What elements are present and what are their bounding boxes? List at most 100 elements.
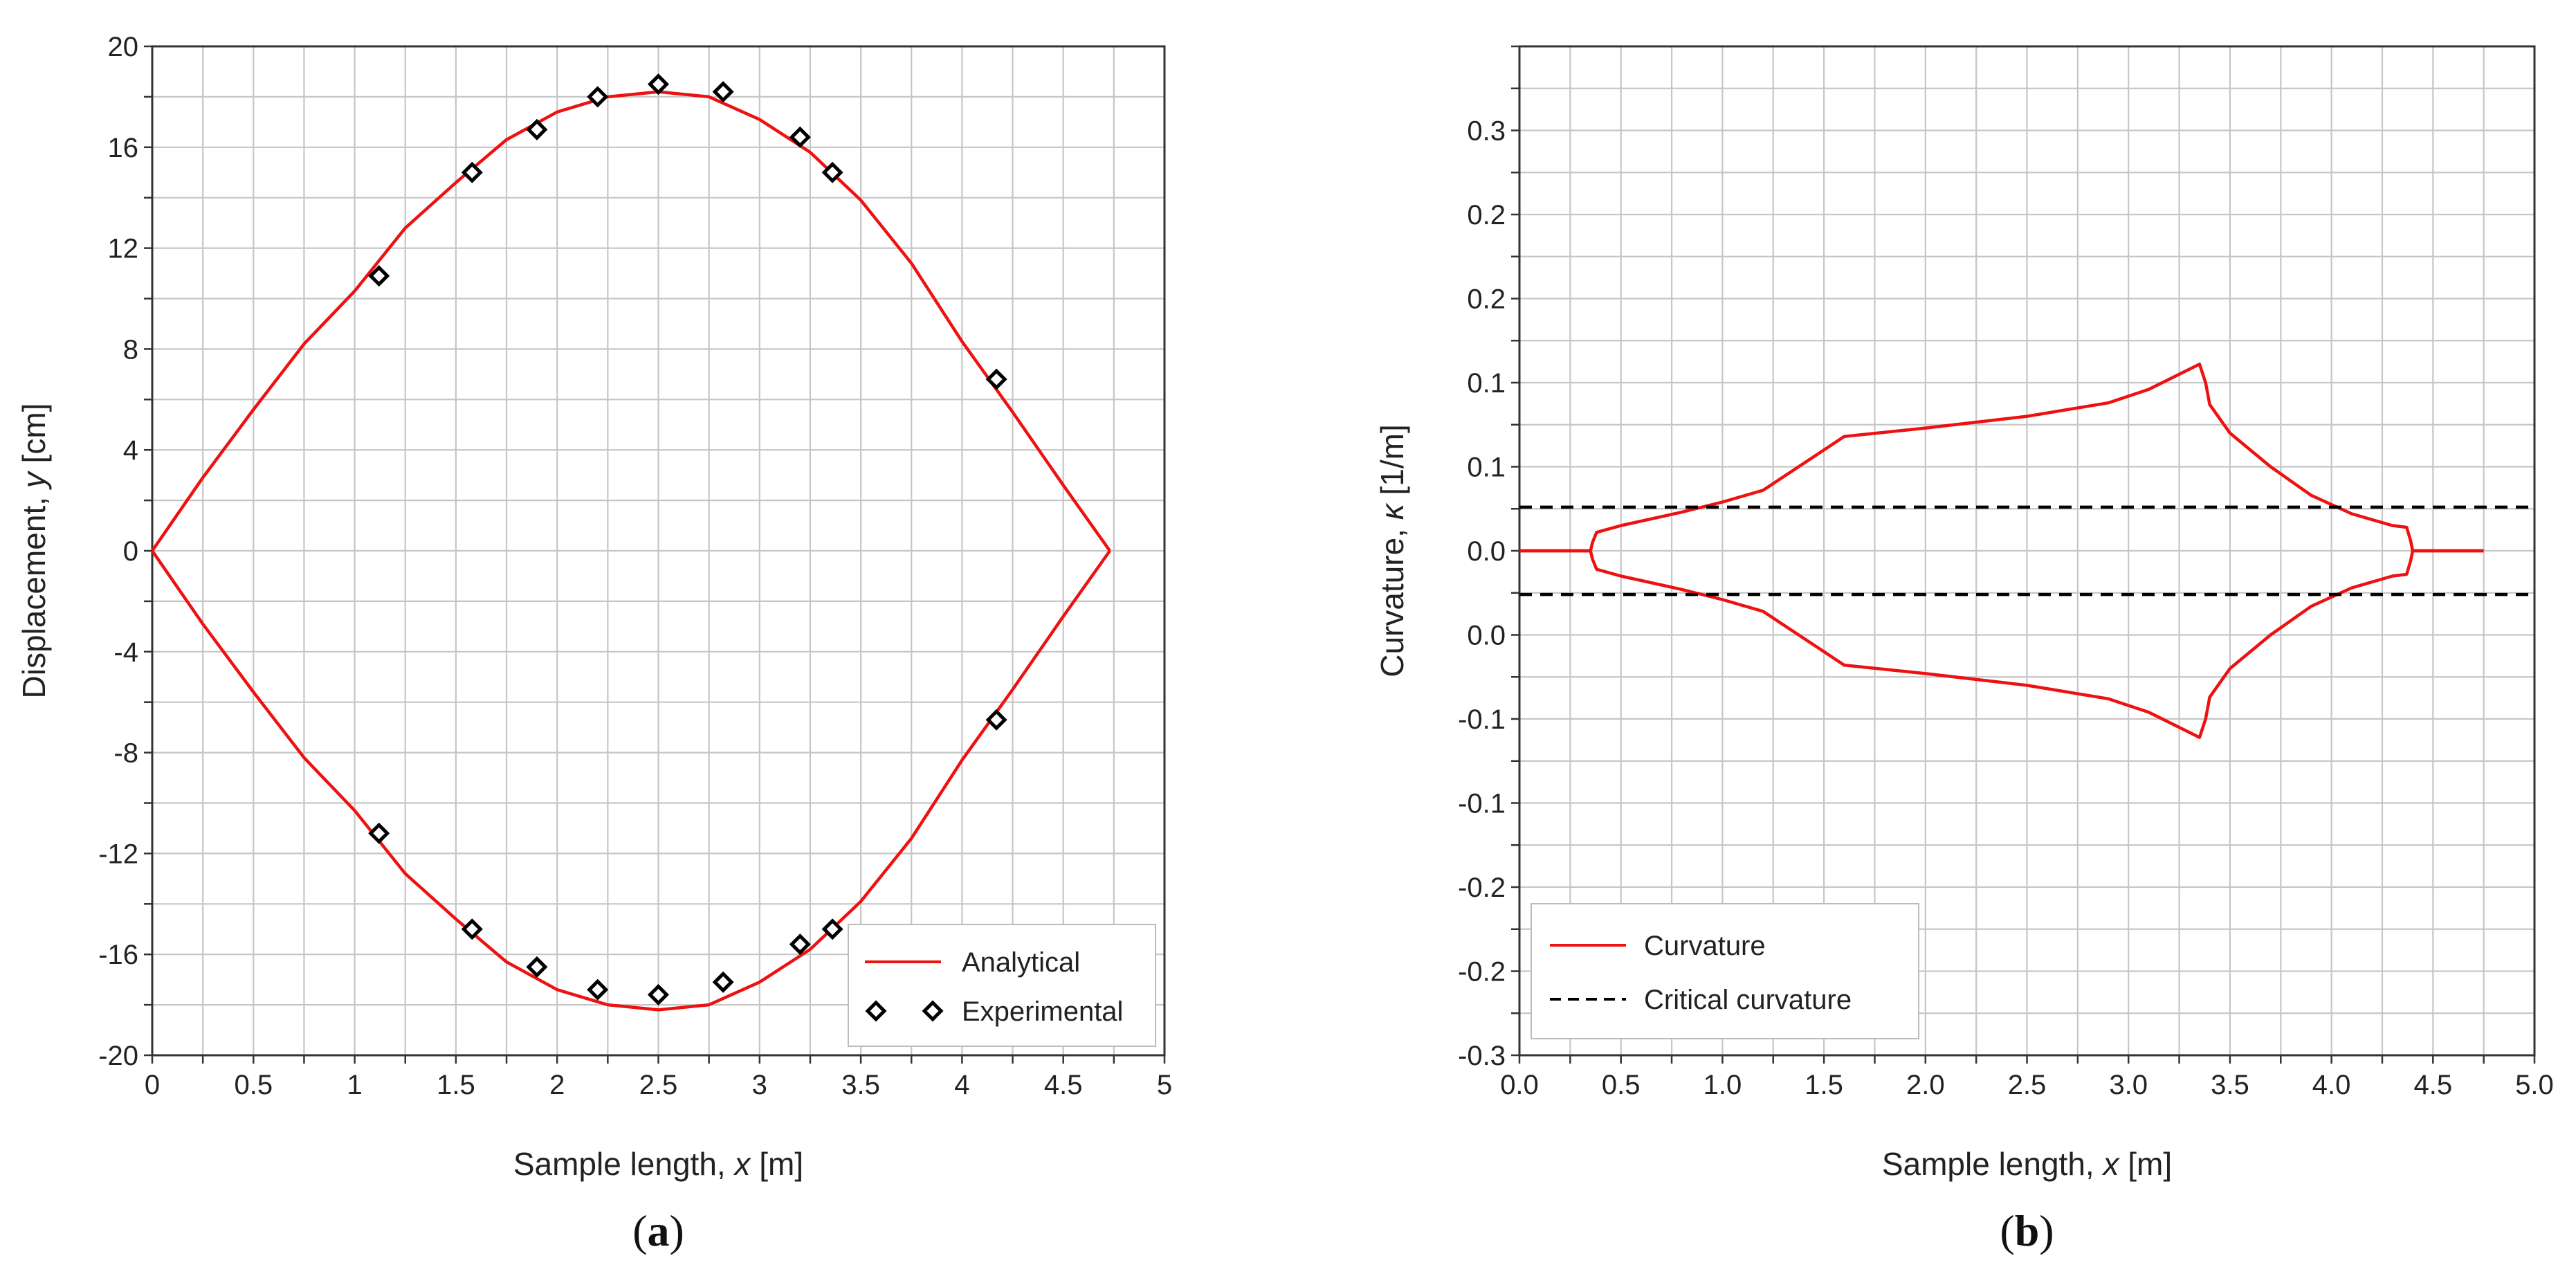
chart-a-experimental-point <box>712 971 734 993</box>
chart-a-x-tick-label: 4 <box>954 1070 969 1100</box>
chart-b-y-axis-label: Curvature, κ [1/m] <box>1374 424 1410 677</box>
chart-a-y-tick-label: 20 <box>108 32 139 62</box>
chart-b-y-tick-label: 0.2 <box>1467 200 1506 230</box>
chart-b-x-tick-label: 3.0 <box>2109 1070 2148 1100</box>
chart-a-legend: Analytical Experimental <box>848 924 1156 1047</box>
chart-b-series <box>1519 363 2534 739</box>
chart-a-x-axis-label: Sample length, x [m] <box>513 1146 803 1182</box>
chart-a-legend-experimental-swatch <box>865 1000 944 1022</box>
chart-b-y-tick-label: -0.2 <box>1458 957 1506 987</box>
chart-b-x-axis-label-text: Sample length, <box>1882 1146 2103 1182</box>
chart-b-series-0-line-1 <box>1519 549 2484 739</box>
chart-a-panel-label: (a) <box>632 1206 684 1255</box>
chart-a-x-axis-label-unit: [m] <box>750 1146 803 1182</box>
chart-b-y-axis-label-unit: [1/m] <box>1374 424 1410 504</box>
chart-a-experimental-point <box>789 126 811 148</box>
chart-b-panel-label: (b) <box>2000 1206 2054 1255</box>
chart-a-experimental-point <box>587 978 609 1001</box>
chart-a-legend-diamond-1 <box>922 1000 944 1022</box>
chart-a-y-tick-label: -8 <box>113 738 138 769</box>
chart-a-y-axis-label: Displacement, y [cm] <box>16 403 52 699</box>
chart-a-legend-experimental-label: Experimental <box>962 996 1123 1027</box>
chart-b-legend: Curvature Critical curvature <box>1531 903 1919 1039</box>
chart-b-x-axis-label: Sample length, x [m] <box>1882 1146 2172 1182</box>
chart-b-x-tick-label: 2.5 <box>2008 1070 2047 1100</box>
chart-a-x-axis-label-var: x <box>733 1146 751 1182</box>
chart-b-x-tick-label: 4.5 <box>2413 1070 2452 1100</box>
chart-b-legend-curvature-label: Curvature <box>1644 931 1766 961</box>
chart-a-experimental-point <box>712 81 734 103</box>
chart-a-experimental-point <box>526 118 548 140</box>
chart-b-y-tick-label: 0.3 <box>1467 116 1506 147</box>
chart-b-x-tick-label: 2.0 <box>1906 1070 1945 1100</box>
chart-a-y-tick-label: -12 <box>98 839 138 869</box>
chart-b-x-tick-label: 5.0 <box>2515 1070 2554 1100</box>
chart-b-y-tick-label: -0.1 <box>1458 704 1506 735</box>
chart-a-legend-analytical-label: Analytical <box>962 947 1080 978</box>
chart-b-x-tick-label: 1.5 <box>1805 1070 1843 1100</box>
chart-a-experimental-point <box>368 822 390 844</box>
chart-a-grid <box>144 45 1166 1064</box>
chart-b-y-axis-label-text: Curvature, <box>1374 520 1410 677</box>
chart-b-tick-labels: 0.0 0.5 1.0 1.5 2.0 2.5 3.0 3.5 4.0 4.5 5.0 -0.3 -0.… <box>1458 116 2554 1101</box>
chart-b-y-axis-label-var: κ <box>1374 502 1410 520</box>
chart-b-x-tick-label: 3.5 <box>2211 1070 2249 1100</box>
chart-a-experimental-point <box>985 368 1007 390</box>
chart-a-y-tick-label: -16 <box>98 940 138 970</box>
chart-a-experimental-point <box>368 265 390 287</box>
chart-a-x-tick-label: 2 <box>549 1070 565 1100</box>
chart-a-y-tick-label: 16 <box>108 133 139 163</box>
chart-b-legend-critical-label: Critical curvature <box>1644 985 1852 1015</box>
chart-b-y-tick-label: 0.1 <box>1467 368 1506 399</box>
chart-a-x-tick-label: 5 <box>1157 1070 1172 1100</box>
chart-a-x-tick-label: 3.5 <box>841 1070 880 1100</box>
chart-a-y-tick-label: -20 <box>98 1041 138 1071</box>
chart-b-y-tick-label: 0.0 <box>1467 621 1506 651</box>
chart-a-markers <box>368 73 1007 1006</box>
chart-a-x-tick-label: 1 <box>347 1070 362 1100</box>
chart-a-y-tick-label: 8 <box>123 334 138 365</box>
chart-b-y-tick-label: 0.2 <box>1467 284 1506 315</box>
chart-b-y-tick-label: 0.0 <box>1467 536 1506 567</box>
chart-a-y-tick-label: -4 <box>113 637 138 668</box>
chart-a-experimental-point <box>461 161 483 183</box>
chart-b-x-tick-label: 1.0 <box>1703 1070 1742 1100</box>
chart-b: 0.0 0.5 1.0 1.5 2.0 2.5 3.0 3.5 4.0 4.5 5.0 -0.3 -0.… <box>1374 45 2554 1255</box>
chart-a-y-axis-label-text: Displacement, <box>16 488 52 698</box>
chart-a-x-tick-label: 0.5 <box>234 1070 273 1100</box>
chart-a-y-tick-label: 12 <box>108 234 139 264</box>
chart-a: 0 0.5 1 1.5 2 2.5 3 3.5 4 4.5 5 -20 -16 -12 -8 -4 0 4 8 12 1… <box>16 32 1172 1255</box>
chart-b-x-axis-label-unit: [m] <box>2119 1146 2172 1182</box>
chart-b-y-tick-label: -0.1 <box>1458 789 1506 819</box>
chart-b-x-tick-label: 0.5 <box>1602 1070 1641 1100</box>
chart-b-panel-letter: b <box>2015 1206 2040 1255</box>
chart-a-x-tick-label: 4.5 <box>1044 1070 1083 1100</box>
chart-a-series-0-line-1 <box>151 549 1111 1012</box>
chart-a-y-tick-label: 4 <box>123 435 138 466</box>
chart-a-experimental-point <box>647 73 670 95</box>
chart-a-legend-diamond-0 <box>865 1000 887 1022</box>
chart-a-x-tick-label: 1.5 <box>437 1070 475 1100</box>
chart-a-x-axis-label-text: Sample length, <box>513 1146 735 1182</box>
chart-a-experimental-point <box>821 161 843 183</box>
chart-a-x-tick-label: 3 <box>752 1070 767 1100</box>
chart-a-experimental-point <box>587 86 609 108</box>
chart-a-series-0-line-0 <box>151 90 1111 552</box>
chart-b-x-tick-label: 4.0 <box>2312 1070 2351 1100</box>
chart-b-series-0-line-0 <box>1519 363 2484 553</box>
chart-a-y-axis-label-unit: [cm] <box>16 403 52 473</box>
chart-a-experimental-point <box>985 709 1007 731</box>
chart-b-legend-box <box>1531 903 1919 1039</box>
chart-a-legend-box <box>848 924 1156 1047</box>
chart-b-x-axis-label-var: x <box>2101 1146 2120 1182</box>
chart-a-experimental-point <box>789 933 811 956</box>
chart-a-x-tick-label: 0 <box>145 1070 160 1100</box>
chart-a-series <box>151 90 1111 1012</box>
chart-b-y-tick-label: 0.1 <box>1467 453 1506 483</box>
chart-a-y-tick-label: 0 <box>123 536 138 567</box>
chart-a-experimental-point <box>461 918 483 940</box>
chart-a-y-axis-label-var: y <box>16 470 52 490</box>
chart-a-experimental-point <box>647 983 670 1006</box>
chart-b-y-tick-label: -0.3 <box>1458 1041 1506 1071</box>
